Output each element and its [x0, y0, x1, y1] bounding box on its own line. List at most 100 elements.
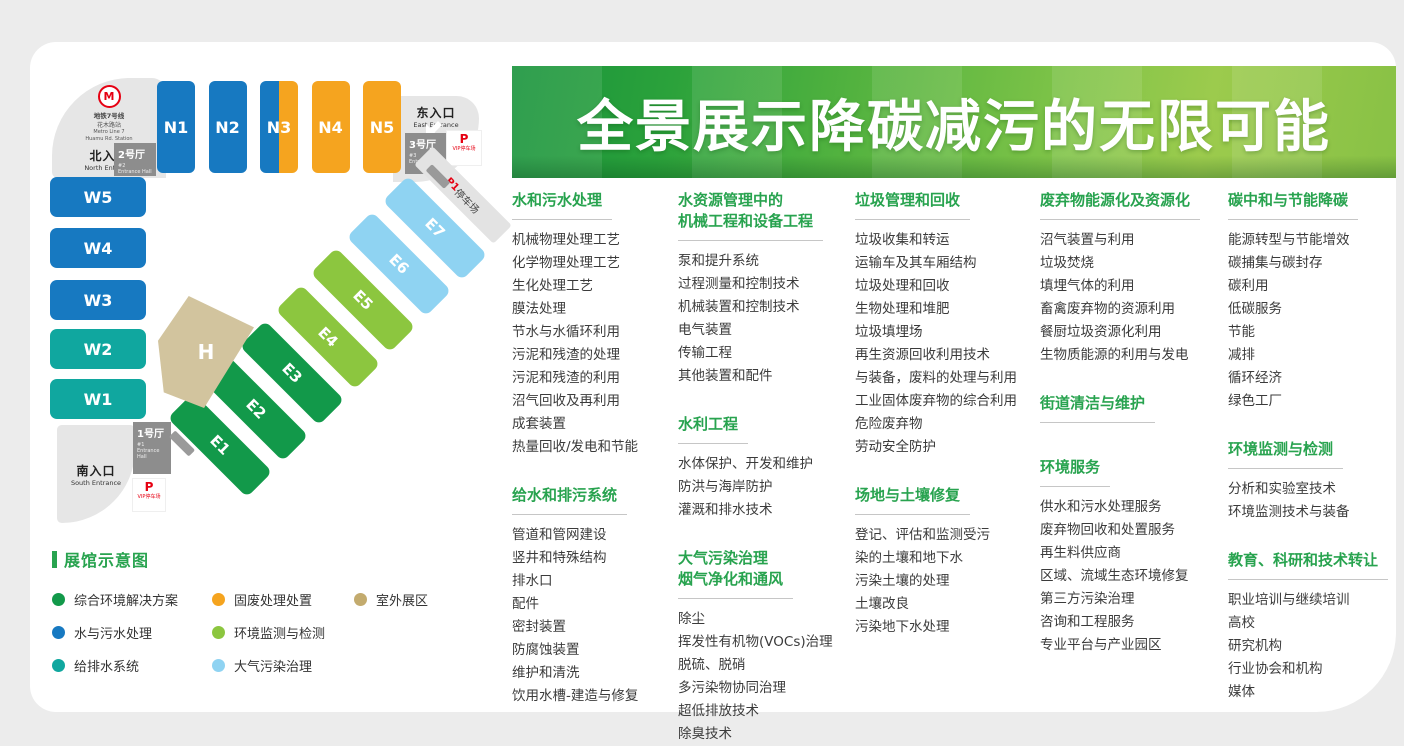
category-section: 水资源管理中的 机械工程和设备工程 泵和提升系统 过程测量和控制技术 机械装置和控制技术…	[678, 190, 855, 388]
category-item: 饮用水槽-建造与修复	[512, 688, 639, 704]
arrow-down-left-icon	[426, 121, 442, 135]
legend-item-label: 室外展区	[376, 593, 429, 609]
category-item: 沼气装置与利用	[1040, 232, 1135, 248]
entrance-hall-1-cn: 1号厅	[137, 429, 164, 440]
category-item: 节水与水循环利用	[512, 324, 620, 340]
category-item: 循环经济	[1228, 370, 1282, 386]
legend-dot	[354, 592, 367, 606]
category-item: 节能	[1228, 324, 1255, 340]
category-section: 垃圾管理和回收 垃圾收集和转运 运输车及其车厢结构 垃圾处理和回收 生物处理和堆肥 垃圾填…	[855, 190, 1040, 459]
legend-item-label: 固废处理处置	[234, 593, 313, 609]
category-item: 运输车及其车厢结构	[855, 255, 977, 271]
category-item: 餐厨垃圾资源化利用	[1040, 324, 1162, 340]
category-item: 与装备，废料的处理与利用	[855, 370, 1017, 386]
category-heading-line: 教育、科研和技术转让	[1228, 551, 1379, 569]
category-heading-line: 水利工程	[678, 415, 739, 433]
south-entrance-cn: 南入口	[76, 463, 116, 478]
legend-item-label: 水与污水处理	[74, 626, 153, 642]
category-item: 沼气回收及再利用	[512, 393, 620, 409]
category-item: 能源转型与节能增效	[1228, 232, 1350, 248]
category-item: 畜禽废弃物的资源利用	[1040, 301, 1175, 317]
category-item: 土壤改良	[855, 596, 909, 612]
legend-title-text: 展馆示意图	[64, 551, 150, 570]
category-item: 再生资源回收利用技术	[855, 347, 990, 363]
category-heading: 水资源管理中的 机械工程和设备工程	[678, 190, 824, 241]
category-heading-line: 机械工程和设备工程	[678, 212, 814, 230]
category-item: 行业协会和机构	[1228, 661, 1323, 677]
metro-line-en: Metro Line 7	[93, 129, 125, 135]
p1-parking-suffix: 停车场	[452, 186, 482, 216]
hall-W4: W4	[50, 228, 146, 268]
category-item: 除臭技术	[678, 726, 732, 742]
category-item: 职业培训与继续培训	[1228, 592, 1350, 608]
hall-N5: N5	[363, 81, 401, 173]
hall-W2: W2	[50, 329, 146, 369]
category-item: 分析和实验室技术	[1228, 481, 1336, 497]
category-item: 防洪与海岸防护	[678, 479, 773, 495]
category-item: 水体保护、开发和维护	[678, 456, 813, 472]
category-section: 给水和排污系统 管道和管网建设 竖井和特殊结构 排水口 配件 密封装置 防腐蚀装置 维护和清洗…	[512, 485, 678, 708]
hall-W1: W1	[50, 379, 146, 419]
category-item: 第三方污染治理	[1040, 591, 1135, 607]
legend-item-label: 给排水系统	[74, 659, 140, 675]
entrance-hall-2: 2号厅 #2 Entrance Hall	[114, 143, 156, 176]
category-section: 水和污水处理 机械物理处理工艺 化学物理处理工艺 生化处理工艺 膜法处理 节水与水循环利用…	[512, 190, 678, 459]
north-entrance-en: North Entrance	[84, 164, 134, 172]
category-columns: 水和污水处理 机械物理处理工艺 化学物理处理工艺 生化处理工艺 膜法处理 节水与水循环利用…	[512, 190, 1396, 746]
category-item: 防腐蚀装置	[512, 642, 580, 658]
legend-item: 水与污水处理	[52, 621, 212, 643]
category-item: 登记、评估和监测受污	[855, 527, 990, 543]
category-heading-line: 烟气净化和通风	[678, 570, 784, 588]
category-heading-line: 垃圾管理和回收	[855, 191, 961, 209]
category-item: 膜法处理	[512, 301, 566, 317]
category-item: 劳动安全防护	[855, 439, 936, 455]
category-item: 多污染物协同治理	[678, 680, 786, 696]
category-heading: 环境监测与检测	[1228, 439, 1344, 469]
entrance-hall-3-cn: 3号厅	[409, 140, 436, 151]
category-item: 填埋气体的利用	[1040, 278, 1135, 294]
category-heading-line: 水和污水处理	[512, 191, 603, 209]
vip-parking-label: VIP停车场	[137, 494, 161, 500]
poster-card: M 地铁7号线 花木路站 Metro Line 7 Huamu Rd. Stat…	[30, 42, 1396, 742]
legend-title: 展馆示意图	[52, 547, 149, 571]
category-item: 垃圾填埋场	[855, 324, 923, 340]
category-item: 泵和提升系统	[678, 253, 759, 269]
category-item: 媒体	[1228, 684, 1255, 700]
category-item: 污泥和残渣的处理	[512, 347, 620, 363]
category-section: 场地与土壤修复 登记、评估和监测受污 染的土壤和地下水 污染土壤的处理 土壤改良 污染地下…	[855, 485, 1040, 639]
category-column-3: 垃圾管理和回收 垃圾收集和转运 运输车及其车厢结构 垃圾处理和回收 生物处理和堆肥 垃圾填…	[855, 190, 1040, 746]
category-item: 区域、流域生态环境修复	[1040, 568, 1189, 584]
legend-item: 室外展区	[354, 588, 428, 610]
hall-N1: N1	[157, 81, 195, 173]
category-heading: 废弃物能源化及资源化	[1040, 190, 1201, 220]
category-item: 灌溉和排水技术	[678, 502, 773, 518]
category-heading-line: 场地与土壤修复	[855, 486, 961, 504]
entrance-hall-3-num: #3	[409, 153, 417, 159]
category-section: 环境服务 供水和污水处理服务 废弃物回收和处置服务 再生料供应商 区域、流域生态环境修复…	[1040, 457, 1228, 657]
metro-station-en: Huamu Rd. Station	[85, 135, 133, 142]
vip-parking-label: VIP停车场	[452, 146, 476, 152]
category-item: 废弃物回收和处置服务	[1040, 522, 1175, 538]
category-item: 机械物理处理工艺	[512, 232, 620, 248]
category-item: 污染地下水处理	[855, 619, 950, 635]
category-item: 密封装置	[512, 619, 566, 635]
entrance-hall-1-en: Entrance Hall	[137, 448, 160, 460]
entrance-hall-2-num: #2	[118, 163, 126, 169]
legend-item-label: 环境监测与检测	[234, 626, 326, 642]
metro-station-cn: 花木路站	[96, 122, 121, 129]
legend-item-label: 综合环境解决方案	[74, 593, 179, 609]
entrance-hall-2-cn: 2号厅	[118, 150, 145, 161]
category-column-1: 水和污水处理 机械物理处理工艺 化学物理处理工艺 生化处理工艺 膜法处理 节水与水循环利用…	[512, 190, 678, 746]
category-section: 水利工程水体保护、开发和维护 防洪与海岸防护 灌溉和排水技术	[678, 414, 855, 522]
category-heading-line: 大气污染治理	[678, 549, 769, 567]
south-entrance-en: South Entrance	[70, 478, 122, 487]
category-item: 过程测量和控制技术	[678, 276, 800, 292]
entrance-hall-1-num: #1	[137, 442, 145, 448]
category-section: 废弃物能源化及资源化 沼气装置与利用 垃圾焚烧 填埋气体的利用 畜禽废弃物的资源利用 餐厨…	[1040, 190, 1228, 367]
category-item: 生物质能源的利用与发电	[1040, 347, 1189, 363]
category-column-4: 废弃物能源化及资源化 沼气装置与利用 垃圾焚烧 填埋气体的利用 畜禽废弃物的资源利用 餐厨…	[1040, 190, 1228, 746]
category-item: 挥发性有机物(VOCs)治理	[678, 634, 833, 650]
category-heading-line: 环境监测与检测	[1228, 440, 1334, 458]
legend-dot	[52, 592, 65, 606]
